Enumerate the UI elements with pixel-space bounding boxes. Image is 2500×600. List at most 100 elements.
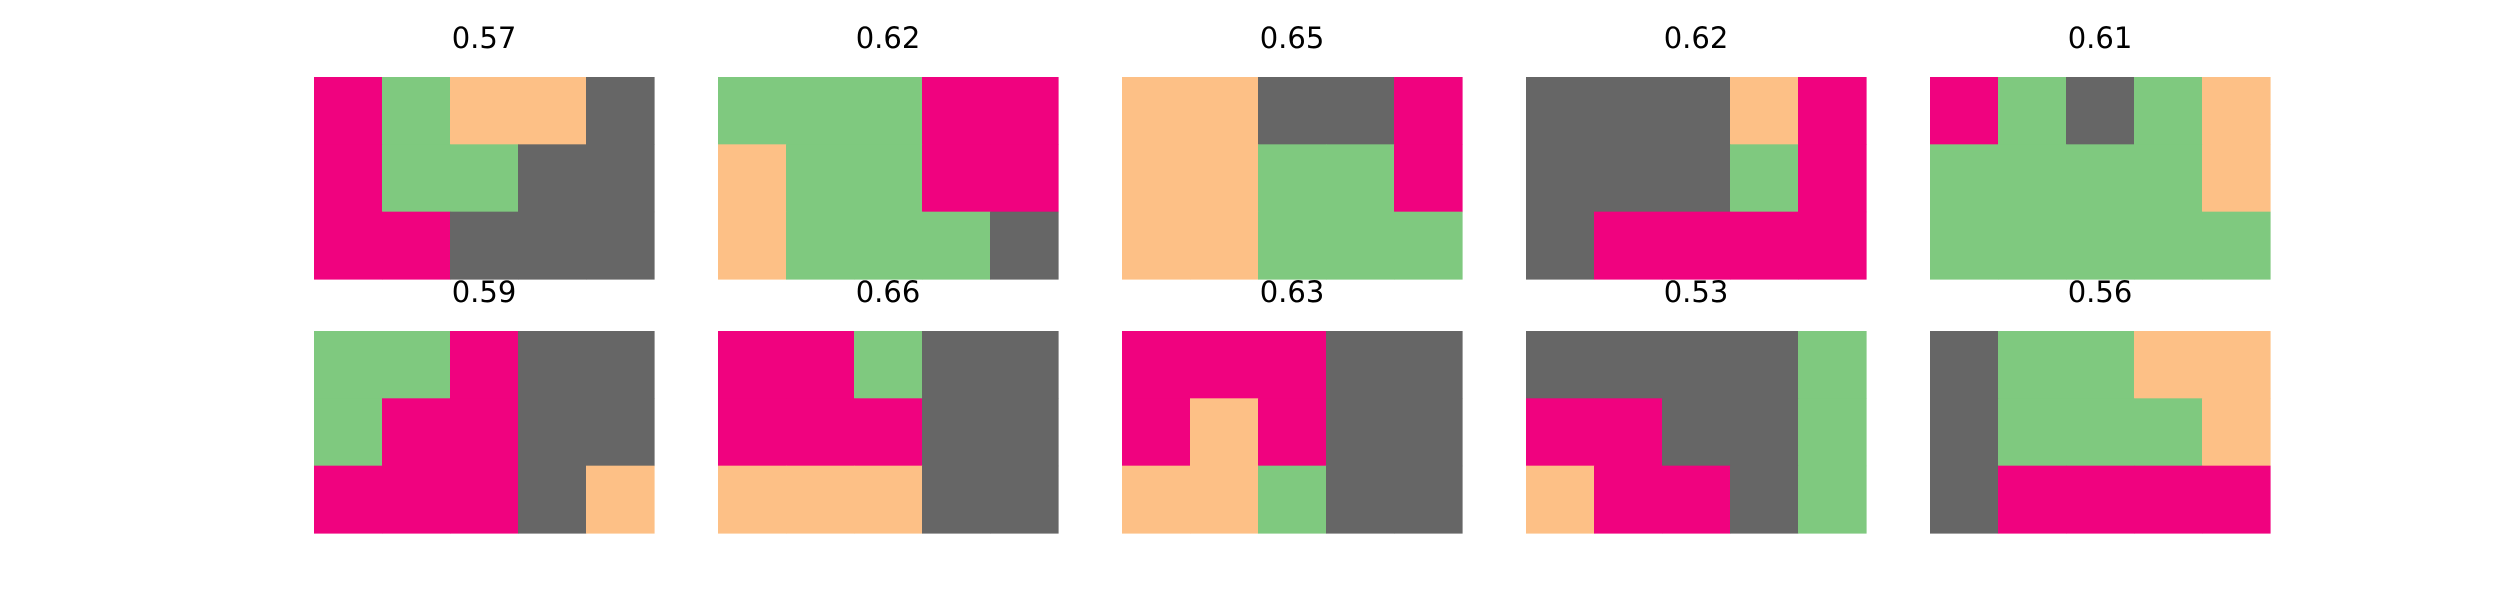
cell-r3-c4 bbox=[518, 211, 587, 280]
cell-r1-c3 bbox=[854, 331, 923, 399]
cell-r1-c4 bbox=[1730, 331, 1799, 399]
panel-title: 0.66 bbox=[856, 275, 921, 309]
cell-r3-c4 bbox=[922, 465, 991, 534]
cell-r1-c5 bbox=[2202, 331, 2271, 399]
cell-r2-c5 bbox=[586, 144, 655, 213]
cell-r2-c1 bbox=[1526, 144, 1595, 213]
cell-r1-c3 bbox=[854, 77, 923, 145]
cell-r1-c2 bbox=[1190, 77, 1259, 145]
cell-r3-c1 bbox=[314, 465, 383, 534]
cell-r3-c4 bbox=[1326, 211, 1395, 280]
cell-r2-c1 bbox=[1122, 144, 1191, 213]
cell-r1-c4 bbox=[518, 77, 587, 145]
cell-r2-c2 bbox=[382, 144, 451, 213]
cell-r2-c4 bbox=[1730, 398, 1799, 467]
cell-r3-c5 bbox=[1394, 211, 1463, 280]
cell-r2-c3 bbox=[854, 144, 923, 213]
cell-r3-c2 bbox=[1594, 211, 1663, 280]
cell-r1-c5 bbox=[586, 77, 655, 145]
cell-r1-c1 bbox=[1122, 331, 1191, 399]
cell-r2-c3 bbox=[1258, 398, 1327, 467]
cell-r1-c4 bbox=[1326, 77, 1395, 145]
cell-r1-c4 bbox=[1326, 331, 1395, 399]
panel-title: 0.53 bbox=[1664, 275, 1729, 309]
panel-title: 0.65 bbox=[1260, 21, 1325, 55]
cell-r1-c1 bbox=[314, 331, 383, 399]
cell-r3-c5 bbox=[2202, 465, 2271, 534]
cell-r3-c2 bbox=[1594, 465, 1663, 534]
cell-r3-c4 bbox=[2134, 465, 2203, 534]
cell-r3-c4 bbox=[1730, 211, 1799, 280]
cell-r2-c5 bbox=[2202, 398, 2271, 467]
cell-r2-c3 bbox=[1258, 144, 1327, 213]
cell-r3-c1 bbox=[1122, 211, 1191, 280]
cell-r2-c4 bbox=[1326, 398, 1395, 467]
cell-r1-c2 bbox=[382, 77, 451, 145]
cell-r2-c4 bbox=[518, 144, 587, 213]
cell-r3-c1 bbox=[718, 465, 787, 534]
cell-r2-c5 bbox=[2202, 144, 2271, 213]
cell-r3-c3 bbox=[1662, 211, 1731, 280]
cell-r2-c1 bbox=[1526, 398, 1595, 467]
cell-r3-c3 bbox=[1258, 465, 1327, 534]
cell-r2-c2 bbox=[1190, 398, 1259, 467]
cell-r3-c4 bbox=[1326, 465, 1395, 534]
cell-r1-c4 bbox=[2134, 77, 2203, 145]
cell-r2-c2 bbox=[382, 398, 451, 467]
cell-r3-c2 bbox=[1190, 465, 1259, 534]
panel-title: 0.61 bbox=[2068, 21, 2133, 55]
cell-r1-c5 bbox=[2202, 77, 2271, 145]
cell-r2-c5 bbox=[990, 144, 1059, 213]
panel-title: 0.56 bbox=[2068, 275, 2133, 309]
cell-r1-c3 bbox=[1662, 77, 1731, 145]
panel-10: 0.56 bbox=[1930, 275, 2271, 534]
cell-r2-c2 bbox=[1594, 144, 1663, 213]
cell-r2-c1 bbox=[718, 398, 787, 467]
panel-1: 0.57 bbox=[314, 21, 655, 280]
cell-r3-c3 bbox=[854, 211, 923, 280]
panel-6: 0.59 bbox=[314, 275, 655, 534]
cell-r3-c1 bbox=[1526, 211, 1595, 280]
cell-r1-c1 bbox=[314, 77, 383, 145]
cell-r2-c5 bbox=[586, 398, 655, 467]
cell-r1-c5 bbox=[1798, 331, 1867, 399]
cell-r3-c3 bbox=[450, 465, 519, 534]
cell-r3-c2 bbox=[382, 211, 451, 280]
cell-r2-c4 bbox=[922, 144, 991, 213]
cell-r1-c5 bbox=[586, 331, 655, 399]
cell-r1-c4 bbox=[518, 331, 587, 399]
cell-r3-c2 bbox=[382, 465, 451, 534]
panel-title: 0.63 bbox=[1260, 275, 1325, 309]
cell-r2-c5 bbox=[990, 398, 1059, 467]
cell-r1-c3 bbox=[1662, 331, 1731, 399]
cell-r2-c3 bbox=[1662, 144, 1731, 213]
cell-r3-c5 bbox=[1798, 465, 1867, 534]
panel-8: 0.63 bbox=[1122, 275, 1463, 534]
cell-r3-c3 bbox=[1258, 211, 1327, 280]
cell-r2-c2 bbox=[786, 398, 855, 467]
cell-r2-c1 bbox=[314, 144, 383, 213]
cell-r3-c5 bbox=[1798, 211, 1867, 280]
cell-r3-c5 bbox=[586, 465, 655, 534]
cell-r1-c4 bbox=[2134, 331, 2203, 399]
cell-r2-c3 bbox=[450, 398, 519, 467]
cell-r3-c4 bbox=[1730, 465, 1799, 534]
cell-r1-c5 bbox=[990, 331, 1059, 399]
cell-r2-c2 bbox=[1998, 144, 2067, 213]
cell-r3-c4 bbox=[518, 465, 587, 534]
cell-r3-c1 bbox=[1930, 211, 1999, 280]
cell-r3-c2 bbox=[1190, 211, 1259, 280]
cell-r1-c5 bbox=[1394, 77, 1463, 145]
cell-r2-c2 bbox=[1190, 144, 1259, 213]
panel-5: 0.61 bbox=[1930, 21, 2271, 280]
cell-r1-c5 bbox=[1798, 77, 1867, 145]
cell-r3-c5 bbox=[990, 211, 1059, 280]
cell-r2-c4 bbox=[922, 398, 991, 467]
cell-r1-c1 bbox=[1526, 331, 1595, 399]
cell-r3-c2 bbox=[786, 465, 855, 534]
cell-r1-c1 bbox=[718, 331, 787, 399]
cell-r1-c4 bbox=[922, 77, 991, 145]
cell-r1-c3 bbox=[2066, 331, 2135, 399]
cell-r2-c3 bbox=[2066, 144, 2135, 213]
